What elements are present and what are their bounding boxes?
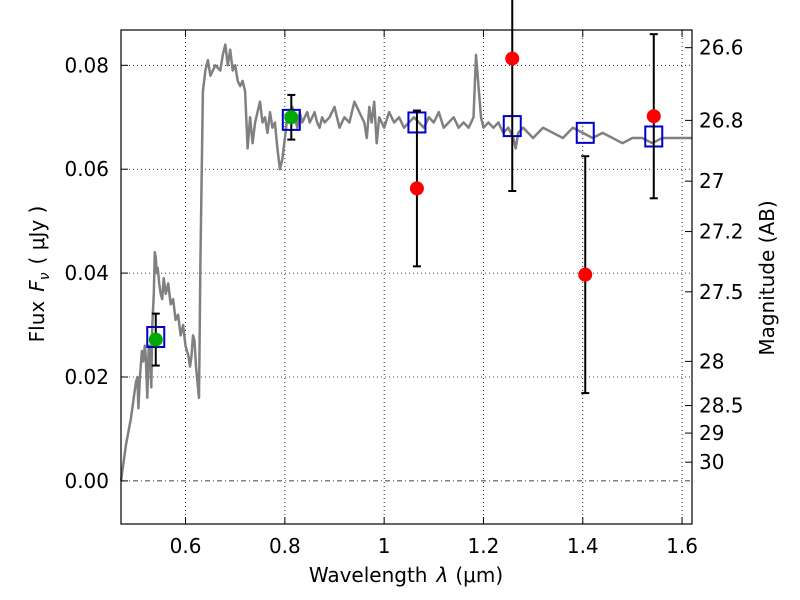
magnitude-tick-label: 28 [699, 349, 724, 373]
flux-measurement-point [646, 109, 661, 124]
magnitude-tick-label: 27 [699, 169, 724, 193]
x-axis-label: Wavelength λ (μm) [309, 563, 503, 587]
magnitude-tick-label: 28.5 [699, 394, 744, 418]
flux-measurement-point [284, 110, 299, 125]
x-tick-label: 1.2 [468, 534, 500, 558]
plot-frame [120, 29, 693, 525]
model-sed-line [119, 43, 692, 482]
flux-measurement-point [578, 267, 593, 282]
magnitude-tick-label: 26.6 [699, 36, 744, 60]
grid [121, 30, 692, 524]
magnitude-tick-label: 29 [699, 421, 724, 445]
model-photometry-square [575, 121, 595, 144]
magnitude-tick-label: 30 [699, 450, 724, 474]
y-axis-label: FluxFν( μJy ) [25, 206, 53, 343]
flux-measurement-point [148, 332, 163, 347]
magnitude-axis-label: Magnitude (AB) [755, 200, 779, 355]
x-tick-label: 1.6 [666, 534, 698, 558]
x-tick-label: 1.4 [567, 534, 599, 558]
axis-ticks: 0.6 0.8 1 1.2 1.4 1.6 0.00 0.02 0.04 0.06 0.08 26.6… [64, 30, 744, 558]
magnitude-tick-label: 27.5 [699, 280, 744, 304]
x-tick-label: 0.8 [269, 534, 301, 558]
y-tick-label: 0.06 [64, 157, 109, 181]
y-tick-label: 0.00 [64, 469, 109, 493]
x-tick-label: 1 [378, 534, 391, 558]
flux-measurement-point [505, 51, 520, 66]
y-tick-label: 0.02 [64, 365, 109, 389]
data-marks [146, 0, 664, 395]
x-tick-label: 0.6 [170, 534, 202, 558]
y-tick-label: 0.04 [64, 261, 109, 285]
magnitude-tick-label: 26.8 [699, 108, 744, 132]
flux-measurement-point [409, 181, 424, 196]
y-tick-label: 0.08 [64, 53, 109, 77]
magnitude-tick-label: 27.2 [699, 220, 744, 244]
